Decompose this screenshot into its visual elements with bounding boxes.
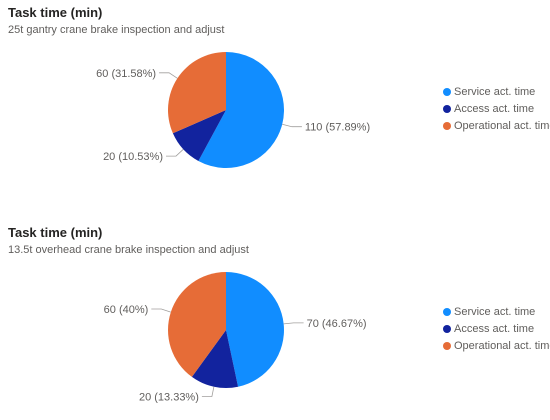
legend-dot-access (443, 324, 451, 333)
legend-item-service[interactable]: Service act. time (443, 83, 550, 100)
legend-label-operational: Operational act. time (454, 339, 550, 352)
legend-item-operational[interactable]: Operational act. time (443, 117, 550, 134)
legend-item-operational[interactable]: Operational act. time (443, 337, 550, 354)
pie-slice-access-act-time[interactable] (172, 110, 226, 162)
pie-chart-25t: 110 (57.89%) 20 (10.53%) 60 (31.58%) (96, 52, 370, 168)
leader-line-operational-act-time (151, 308, 171, 313)
chart-panel-25t: Task time (min) 25t gantry crane brake i… (0, 0, 550, 200)
legend-label-service: Service act. time (454, 85, 536, 98)
leader-line-service-act-time (282, 123, 302, 128)
chart-subtitle: 13.5t overhead crane brake inspection an… (8, 244, 249, 256)
pie-chart-13-5t: 70 (46.67%) 20 (13.33%) 60 (40%) (104, 272, 367, 404)
data-label-operational-act-time: 60 (31.58%) (96, 68, 156, 80)
pie-slice-service-act-time[interactable] (226, 272, 284, 387)
pie-slice-operational-act-time[interactable] (168, 272, 226, 377)
data-label-access-act-time: 20 (13.33%) (139, 392, 199, 404)
data-label-operational-act-time: 60 (40%) (104, 304, 149, 316)
chart-subtitle: 25t gantry crane brake inspection and ad… (8, 24, 225, 36)
pie-slice-access-act-time[interactable] (191, 330, 239, 388)
legend-dot-operational (443, 121, 451, 130)
data-label-service-act-time: 70 (46.67%) (307, 318, 367, 330)
data-label-service-act-time: 110 (57.89%) (305, 122, 370, 134)
legend-label-operational: Operational act. time (454, 119, 550, 132)
legend-dot-operational (443, 341, 451, 350)
legend-dot-access (443, 104, 451, 113)
legend-item-service[interactable]: Service act. time (443, 303, 550, 320)
leader-line-operational-act-time (159, 72, 178, 79)
data-label-access-act-time: 20 (10.53%) (103, 151, 163, 163)
chart-title: Task time (min) (8, 225, 103, 240)
legend: Service act. time Access act. time Opera… (443, 83, 550, 134)
chart-title: Task time (min) (8, 5, 103, 20)
leader-line-access-act-time (166, 149, 184, 157)
legend-label-access: Access act. time (454, 322, 535, 335)
chart-panel-13-5t: Task time (min) 13.5t overhead crane bra… (0, 220, 550, 420)
legend-dot-service (443, 307, 451, 316)
pie-slice-service-act-time[interactable] (198, 52, 285, 168)
legend: Service act. time Access act. time Opera… (443, 303, 550, 354)
leader-line-access-act-time (201, 386, 215, 397)
legend-label-service: Service act. time (454, 305, 536, 318)
leader-line-service-act-time (283, 322, 304, 325)
legend-label-access: Access act. time (454, 102, 535, 115)
legend-dot-service (443, 87, 451, 96)
legend-item-access[interactable]: Access act. time (443, 100, 550, 117)
pie-slice-operational-act-time[interactable] (168, 52, 226, 134)
legend-item-access[interactable]: Access act. time (443, 320, 550, 337)
